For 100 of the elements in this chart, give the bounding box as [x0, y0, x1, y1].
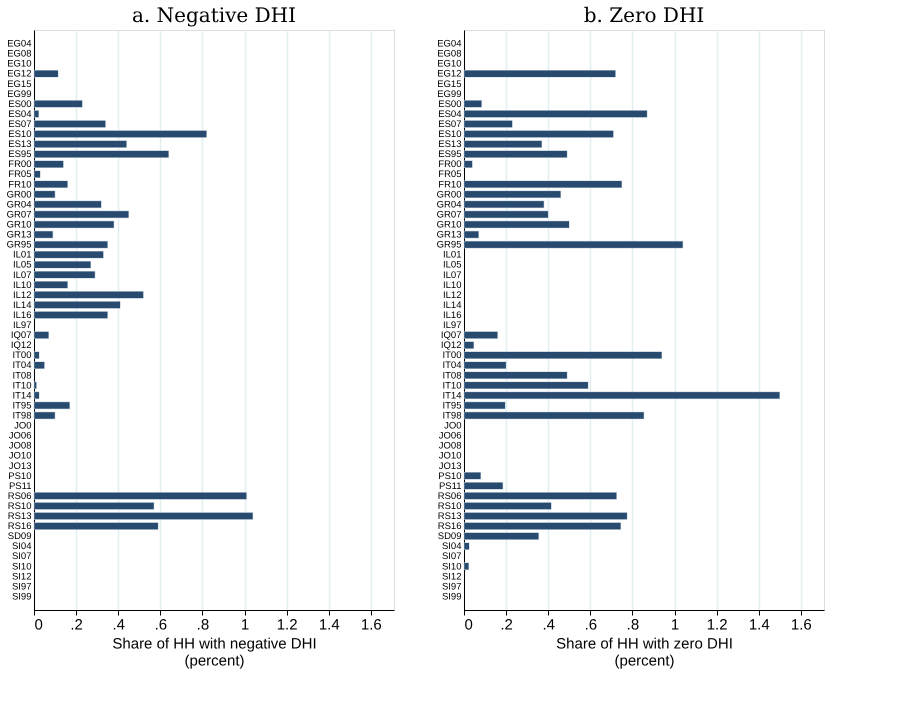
y-tick-label: GR95 — [436, 240, 462, 251]
y-tick-label: GR07 — [6, 209, 32, 220]
y-tick-label: JO06 — [438, 430, 462, 442]
y-tick-label: IT14 — [12, 390, 32, 402]
bar — [34, 110, 40, 118]
y-tick-label: IT04 — [12, 360, 32, 372]
y-tick-label: SI07 — [442, 551, 462, 562]
y-tick-label: IL12 — [443, 290, 462, 301]
y-tick-label: RS06 — [8, 490, 32, 502]
bar — [34, 502, 154, 510]
y-tick-label: IQ12 — [10, 340, 32, 352]
bar — [34, 351, 40, 359]
bar — [464, 120, 513, 128]
bar — [34, 70, 58, 78]
bar — [464, 230, 479, 238]
bar — [464, 100, 482, 108]
bar — [464, 190, 562, 198]
y-tick-label: ES10 — [438, 129, 462, 140]
y-tick-label: SI97 — [442, 581, 462, 592]
bar — [34, 200, 102, 208]
y-tick-label: IT10 — [442, 380, 462, 392]
x-axis-title: Share of HH with zero DHI (percent) — [556, 636, 733, 670]
bar — [34, 512, 254, 520]
bar — [464, 110, 648, 118]
y-tick-label: IL10 — [443, 280, 462, 291]
y-tick-label: ES04 — [8, 108, 32, 120]
y-tick-label: ES00 — [438, 98, 462, 110]
y-tick-label: FR05 — [8, 169, 32, 180]
y-tick-label: GR10 — [6, 220, 32, 231]
y-tick-label: IL12 — [13, 290, 32, 301]
bar — [464, 472, 482, 480]
y-tick-label: IT04 — [442, 360, 462, 372]
bar — [34, 291, 144, 299]
y-tick-label: SI99 — [442, 591, 462, 602]
bar — [464, 492, 617, 500]
bar — [34, 190, 56, 198]
y-tick-label: IL97 — [443, 320, 462, 332]
bar — [34, 301, 121, 309]
bar — [34, 250, 104, 258]
x-tick-label: .6 — [584, 616, 598, 634]
bar — [464, 522, 622, 530]
y-tick-label: FR00 — [438, 159, 462, 170]
bar — [464, 482, 504, 490]
bar — [34, 271, 96, 279]
y-tick-label: SI10 — [12, 561, 32, 572]
x-tick-label: .8 — [196, 616, 210, 634]
y-tick-label: IL05 — [443, 260, 462, 271]
y-tick-label: JO0 — [14, 420, 32, 432]
x-tick-label: .8 — [626, 616, 640, 634]
y-tick-label: GR00 — [6, 189, 32, 200]
y-tick-label: IT95 — [12, 400, 32, 412]
y-tick-label: PS10 — [438, 470, 462, 482]
y-tick-label: RS10 — [438, 500, 462, 512]
y-tick-label: JO10 — [438, 450, 462, 462]
bar — [464, 351, 662, 359]
x-tick-label: .2 — [500, 616, 513, 634]
bar — [34, 492, 247, 500]
chart-title: a. Negative DHI — [132, 3, 296, 27]
x-tick-label: 1.2 — [706, 616, 728, 634]
x-tick-label: 1.6 — [360, 616, 382, 634]
bar — [34, 260, 92, 268]
bar — [34, 311, 108, 319]
bar — [464, 372, 568, 380]
bar — [464, 392, 780, 400]
y-tick-label: EG99 — [7, 88, 32, 100]
y-tick-label: IL07 — [443, 270, 462, 281]
y-tick-label: IT00 — [442, 350, 462, 362]
y-tick-label: SI12 — [12, 571, 32, 582]
y-tick-label: GR95 — [6, 240, 32, 251]
y-tick-label: RS16 — [438, 521, 462, 532]
bar — [34, 140, 127, 148]
y-tick-label: IT98 — [12, 410, 32, 422]
y-tick-label: EG12 — [437, 68, 462, 80]
y-tick-label: FR05 — [438, 169, 462, 180]
y-tick-label: IL10 — [13, 280, 32, 291]
bar — [464, 341, 474, 349]
y-tick-label: RS10 — [8, 500, 32, 512]
y-tick-label: EG99 — [437, 88, 462, 100]
bar — [464, 150, 568, 158]
y-tick-label: SI97 — [12, 581, 32, 592]
bar — [464, 502, 552, 510]
y-tick-label: SD09 — [8, 531, 32, 542]
y-tick-label: ES07 — [8, 118, 32, 130]
y-tick-label: GR04 — [436, 199, 462, 210]
x-tick-label: 1.4 — [318, 616, 340, 634]
y-tick-label: ES13 — [8, 139, 32, 150]
y-tick-label: IT00 — [12, 350, 32, 362]
y-tick-label: EG10 — [7, 58, 32, 70]
y-tick-label: JO10 — [8, 450, 32, 462]
y-tick-label: IL97 — [13, 320, 32, 332]
y-tick-label: ES04 — [438, 108, 462, 120]
y-tick-label: PS11 — [438, 480, 462, 492]
y-tick-label: SI07 — [12, 551, 32, 562]
bar — [464, 220, 570, 228]
y-tick-label: EG10 — [437, 58, 462, 70]
y-tick-label: ES95 — [8, 149, 32, 160]
bar — [34, 361, 45, 369]
y-tick-label: IL16 — [13, 310, 32, 321]
x-tick-label: 1.2 — [276, 616, 298, 634]
y-tick-label: IQ07 — [10, 330, 32, 342]
